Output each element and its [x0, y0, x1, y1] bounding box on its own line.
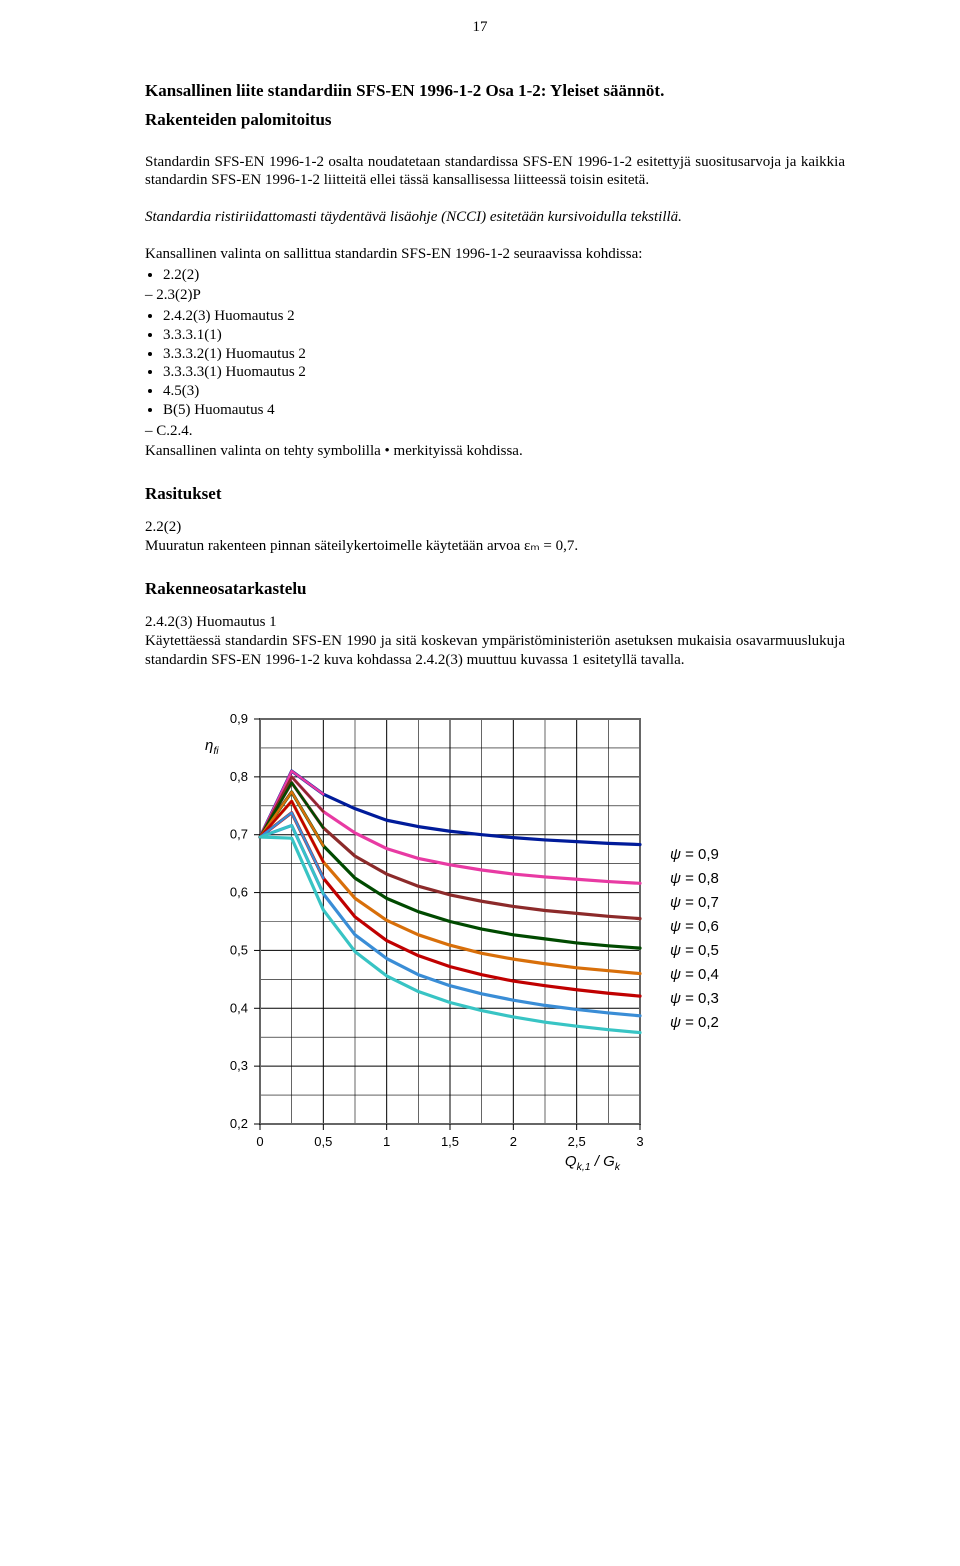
clause-list-item: 3.3.3.1(1) — [163, 326, 845, 345]
svg-text:0,3: 0,3 — [230, 1058, 248, 1073]
clause-list-item: 2.2(2) — [163, 266, 845, 285]
choice-note: Kansallinen valinta on tehty symbolilla … — [145, 442, 845, 461]
ncci-paragraph: Standardia ristiriidattomasti täydentävä… — [145, 208, 845, 227]
rakenne-body: Käytettäessä standardin SFS-EN 1990 ja s… — [145, 632, 845, 670]
svg-text:ψ = 0,6: ψ = 0,6 — [670, 918, 719, 935]
rasitukset-body: Muuratun rakenteen pinnan säteilykertoim… — [145, 537, 845, 556]
section-rasitukset-heading: Rasitukset — [145, 483, 845, 504]
clause-list-item: 3.3.3.2(1) Huomautus 2 — [163, 345, 845, 364]
svg-text:ψ = 0,4: ψ = 0,4 — [670, 966, 719, 983]
svg-text:0,9: 0,9 — [230, 711, 248, 726]
svg-text:0,7: 0,7 — [230, 827, 248, 842]
svg-text:0,4: 0,4 — [230, 1001, 248, 1016]
list-intro: Kansallinen valinta on sallittua standar… — [145, 245, 845, 264]
clause-list-item: 2.3(2)P — [145, 286, 845, 305]
svg-text:ψ = 0,2: ψ = 0,2 — [670, 1014, 719, 1031]
svg-text:0,5: 0,5 — [230, 943, 248, 958]
svg-text:1: 1 — [383, 1134, 390, 1149]
section-rakenne-heading: Rakenneosatarkastelu — [145, 578, 845, 599]
clause-list-item: 4.5(3) — [163, 382, 845, 401]
svg-text:0,2: 0,2 — [230, 1116, 248, 1131]
svg-text:2,5: 2,5 — [568, 1134, 586, 1149]
svg-text:0,8: 0,8 — [230, 769, 248, 784]
rakenne-clause: 2.4.2(3) Huomautus 1 — [145, 613, 845, 632]
svg-text:ψ = 0,5: ψ = 0,5 — [670, 942, 719, 959]
subtitle: Rakenteiden palomitoitus — [145, 109, 845, 130]
main-title: Kansallinen liite standardiin SFS-EN 199… — [145, 80, 845, 101]
clause-list-item: 2.4.2(3) Huomautus 2 — [163, 307, 845, 326]
svg-text:ψ = 0,7: ψ = 0,7 — [670, 894, 719, 911]
intro-paragraph: Standardin SFS-EN 1996-1-2 osalta noudat… — [145, 153, 845, 191]
svg-text:ψ = 0,8: ψ = 0,8 — [670, 870, 719, 887]
svg-text:ψ = 0,3: ψ = 0,3 — [670, 990, 719, 1007]
svg-text:ψ = 0,9: ψ = 0,9 — [670, 846, 719, 863]
clause-list-item: C.2.4. — [145, 422, 845, 441]
svg-text:1,5: 1,5 — [441, 1134, 459, 1149]
chart: 0,20,30,40,50,60,70,80,900,511,522,53ηfi… — [145, 699, 845, 1179]
page-number: 17 — [473, 18, 488, 37]
svg-text:0: 0 — [256, 1134, 263, 1149]
page: 17 Kansallinen liite standardiin SFS-EN … — [0, 0, 960, 1566]
rasitukset-clause: 2.2(2) — [145, 518, 845, 537]
clause-list: 2.2(2)2.3(2)P 2.4.2(3) Huomautus 23.3.3.1… — [145, 266, 845, 441]
svg-text:0,5: 0,5 — [314, 1134, 332, 1149]
svg-text:0,6: 0,6 — [230, 885, 248, 900]
chart-wrap: 0,20,30,40,50,60,70,80,900,511,522,53ηfi… — [145, 699, 845, 1185]
svg-text:3: 3 — [636, 1134, 643, 1149]
clause-list-item: B(5) Huomautus 4 — [163, 401, 845, 420]
clause-list-item: 3.3.3.3(1) Huomautus 2 — [163, 363, 845, 382]
svg-text:2: 2 — [510, 1134, 517, 1149]
